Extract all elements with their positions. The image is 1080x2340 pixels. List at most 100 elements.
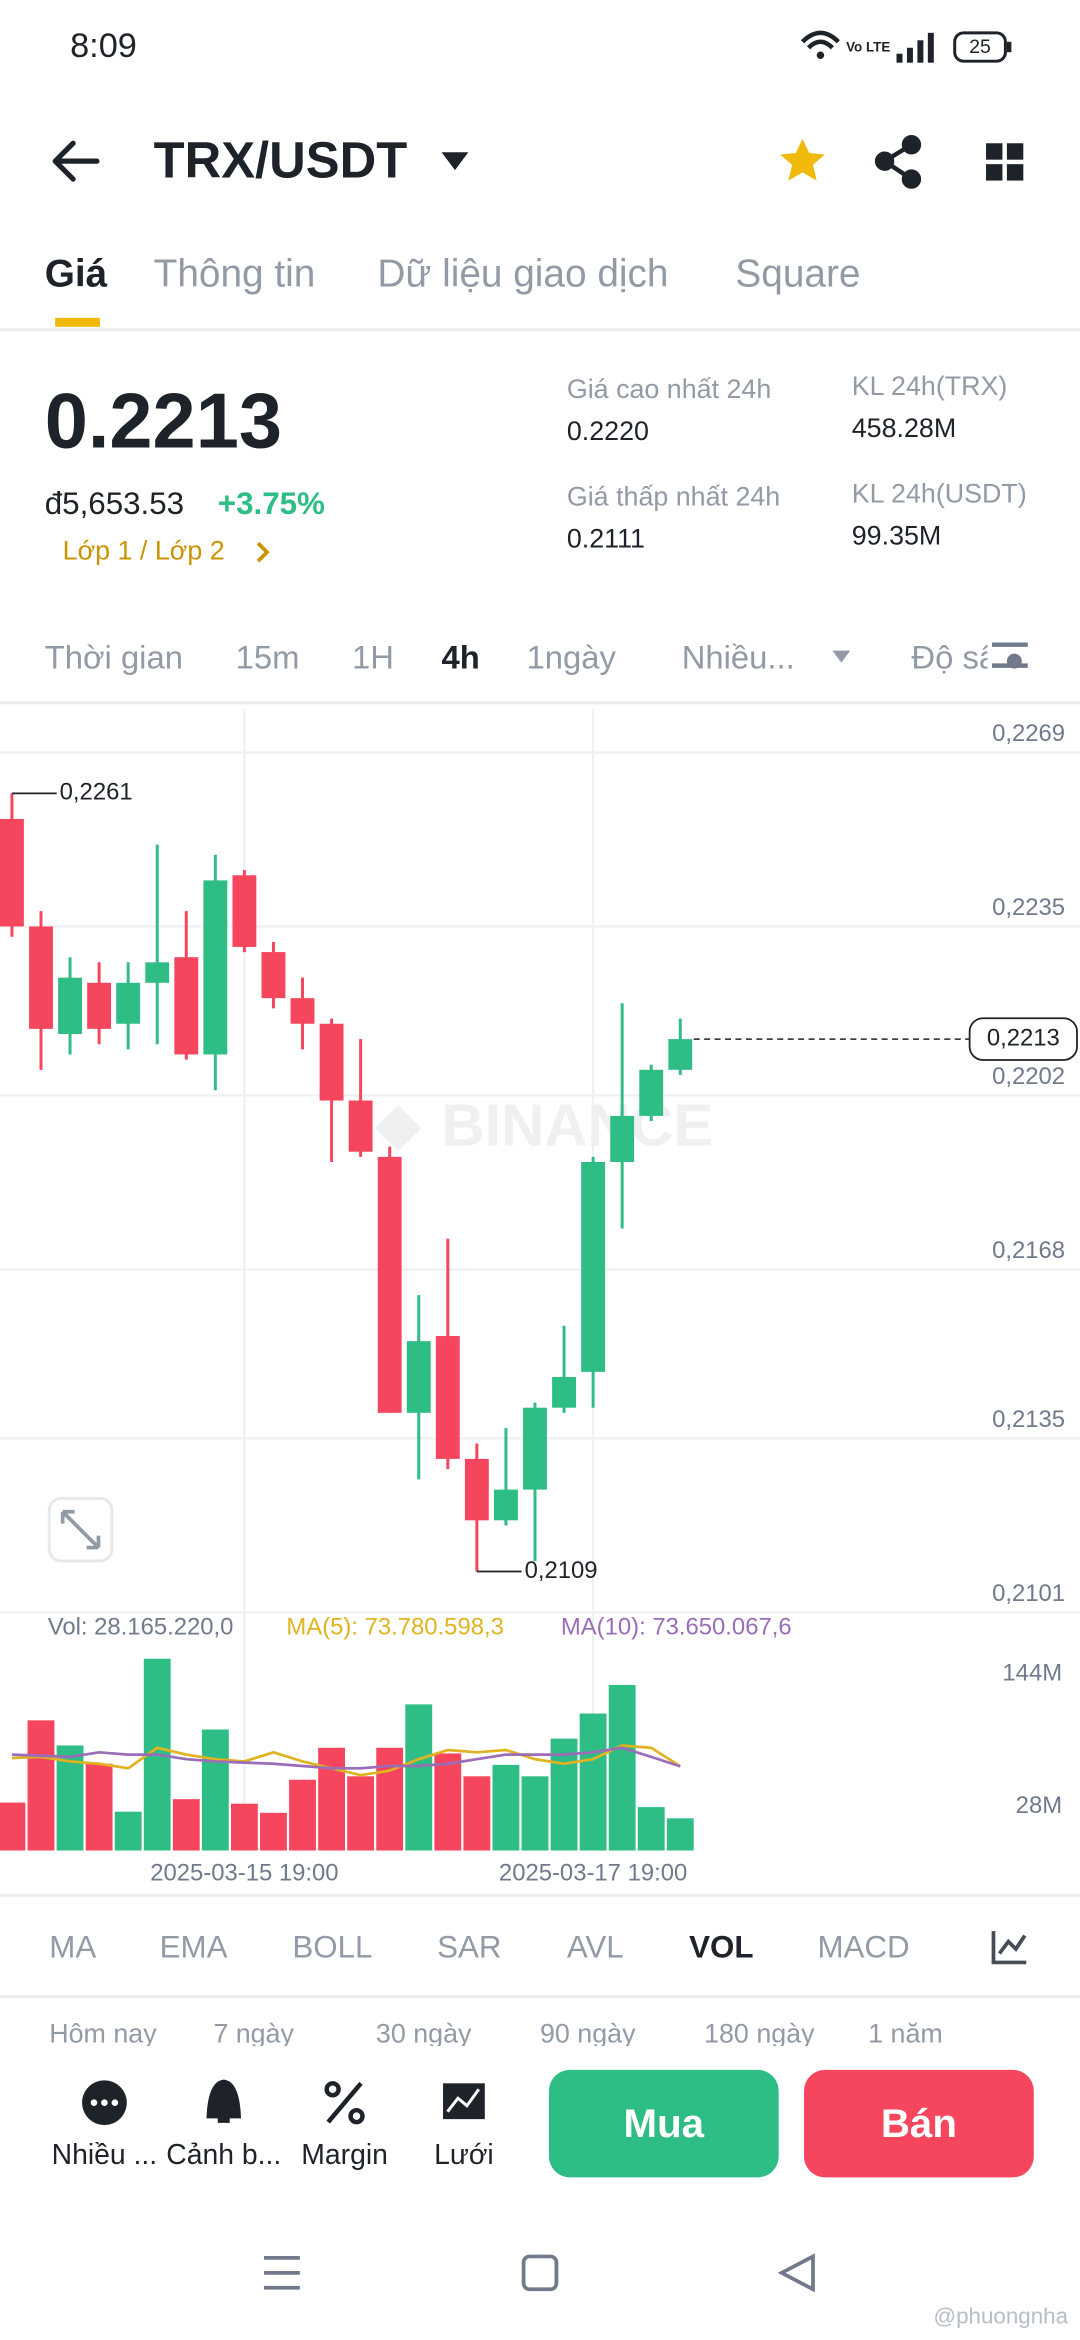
interval[interactable]: 1ngày — [527, 638, 617, 675]
chart-settings-button[interactable] — [1006, 653, 1022, 669]
grid-icon[interactable] — [443, 2083, 485, 2120]
share-button[interactable] — [874, 135, 922, 189]
interval[interactable]: Nhiều... — [682, 638, 795, 675]
layout-button[interactable] — [1006, 143, 1024, 160]
more-icon[interactable] — [111, 2099, 119, 2106]
signal-icon — [896, 32, 934, 63]
indicator-tab[interactable]: VOL — [689, 1929, 753, 1964]
tab[interactable]: Square — [735, 252, 860, 295]
tab[interactable]: Giá — [45, 252, 108, 295]
y-tick-label: 0,2168 — [992, 1237, 1065, 1264]
credit: @phuongnha — [933, 2304, 1068, 2329]
action-label[interactable]: Cảnh b... — [166, 2139, 281, 2171]
indicator-tab[interactable]: MA — [49, 1929, 96, 1964]
margin-icon[interactable] — [324, 2081, 341, 2098]
candle-body — [610, 1115, 635, 1162]
margin-icon[interactable] — [348, 2107, 365, 2125]
grid-icon[interactable] — [443, 2083, 485, 2120]
x-tick-label: 2025-03-15 19:00 — [150, 1860, 338, 1887]
grid-icon[interactable] — [446, 2088, 481, 2113]
volume-bar — [521, 1776, 549, 1851]
volume-bar — [637, 1807, 665, 1851]
y-tick-label: 0,2101 — [992, 1580, 1065, 1607]
action-label[interactable]: Lưới — [434, 2139, 494, 2171]
expand-button[interactable] — [60, 1509, 101, 1550]
candle-body — [319, 1023, 344, 1101]
nav-home[interactable] — [521, 2254, 559, 2292]
ma-line — [11, 1744, 682, 1777]
indicator-tab[interactable]: AVL — [567, 1929, 624, 1964]
action-label[interactable]: Nhiều ... — [52, 2139, 157, 2171]
chart-settings-button[interactable] — [987, 635, 1033, 684]
y-tick-label: 144M — [1002, 1659, 1062, 1686]
pair-title[interactable]: TRX/USDT — [154, 132, 408, 189]
share-button[interactable] — [901, 169, 922, 189]
watermark: BINANCE — [442, 1091, 714, 1158]
status-bar: 8:09 Vo LTE 25 — [70, 27, 1012, 65]
share-button[interactable] — [874, 151, 895, 171]
margin-icon[interactable] — [326, 2081, 363, 2124]
nav-menu[interactable] — [264, 2256, 300, 2290]
more-icon[interactable] — [101, 2099, 108, 2106]
candle-body — [116, 982, 141, 1024]
indicator-settings[interactable] — [991, 1931, 1027, 1965]
candle-body — [87, 982, 112, 1029]
range-tab[interactable]: Hôm nay — [49, 2019, 157, 2049]
candle-body — [435, 1336, 460, 1459]
volume-bar — [27, 1720, 55, 1851]
range-tab[interactable]: 7 ngày — [213, 2019, 294, 2049]
nav-back[interactable] — [777, 2253, 815, 2293]
buy-label[interactable]: Mua — [624, 2101, 705, 2146]
indicator-tab[interactable]: SAR — [437, 1929, 501, 1964]
interval[interactable]: 4h — [442, 638, 480, 675]
indicator-tab[interactable]: MACD — [817, 1929, 909, 1964]
favorite-button[interactable] — [780, 138, 825, 181]
volume-bar — [289, 1779, 316, 1851]
share-button[interactable] — [901, 135, 922, 155]
layout-button[interactable] — [986, 164, 1003, 181]
last-price: 0.2213 — [45, 378, 282, 464]
indicator-tab[interactable]: BOLL — [292, 1929, 372, 1964]
pair-dropdown[interactable] — [441, 152, 469, 171]
more-icon[interactable] — [90, 2099, 98, 2106]
range-tab[interactable]: 90 ngày — [540, 2019, 636, 2049]
buy-button[interactable] — [548, 2069, 779, 2178]
last-price-box — [968, 1017, 1078, 1061]
more-icon[interactable] — [82, 2080, 127, 2126]
interval-dropdown[interactable] — [832, 650, 851, 663]
action-label[interactable]: Margin — [301, 2139, 388, 2171]
range-tab[interactable]: 180 ngày — [704, 2019, 815, 2049]
layout-button[interactable] — [1006, 164, 1024, 181]
chart: BINANCE 0,2101 0,2135 0,2168 0,2202 0,2235 0,2… — [0, 708, 1080, 1887]
volume-bar — [666, 1818, 694, 1851]
interval[interactable]: 1H — [352, 638, 394, 675]
volume-bar — [0, 1802, 26, 1851]
stat-label: Giá cao nhất 24h — [567, 374, 771, 404]
layer-link[interactable]: Lớp 1 / Lớp 2 — [63, 535, 225, 565]
volume-bar — [347, 1776, 375, 1851]
volume-bar — [318, 1747, 346, 1851]
margin-icon[interactable] — [324, 2081, 365, 2125]
range-tab[interactable]: 30 ngày — [376, 2019, 472, 2049]
sell-button[interactable] — [804, 2069, 1034, 2178]
range-tab[interactable]: 1 năm — [868, 2019, 943, 2049]
back-button[interactable] — [52, 140, 100, 182]
expand-button[interactable] — [47, 1496, 114, 1563]
sell-label[interactable]: Bán — [881, 2101, 957, 2146]
candle-body — [261, 952, 286, 999]
indicator-tab[interactable]: EMA — [160, 1929, 228, 1964]
candle-body — [464, 1458, 489, 1521]
interval[interactable]: Thời gian — [45, 638, 183, 675]
tab[interactable]: Dữ liệu giao dịch — [377, 252, 668, 295]
candle-body — [377, 1156, 402, 1413]
alert-icon[interactable] — [206, 2079, 242, 2123]
layout-button[interactable] — [986, 143, 1024, 181]
layout-button[interactable] — [986, 143, 1003, 160]
stat-value: 0.2220 — [567, 416, 649, 446]
interval[interactable]: 15m — [236, 638, 300, 675]
price-change: +3.75% — [218, 486, 325, 521]
tab[interactable]: Thông tin — [154, 252, 316, 295]
y-tick-label: 0,2202 — [992, 1063, 1065, 1090]
volume-bar — [376, 1747, 404, 1851]
layer-link-arrow[interactable] — [256, 541, 270, 563]
